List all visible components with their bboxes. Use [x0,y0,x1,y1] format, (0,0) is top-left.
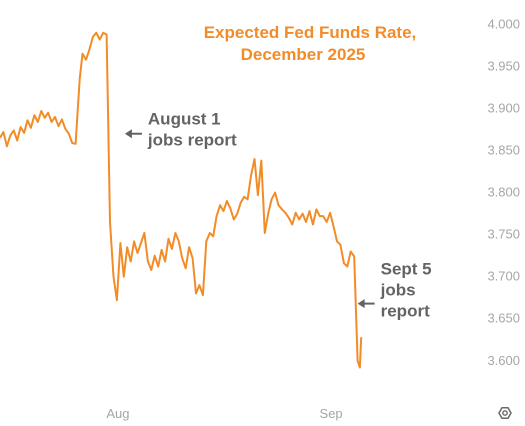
chart-title: Expected Fed Funds Rate, December 2025 [204,23,417,64]
x-tick-label: Aug [106,406,129,421]
annotation-text-line: Sept 5 [381,260,432,279]
annotation-text-line: August 1 [148,110,221,129]
y-axis-ticks: 3.600 3.650 3.700 3.750 3.800 3.850 3.900 3.950… [487,16,520,367]
annotation-arrowhead [357,299,365,309]
annotation-arrowhead [124,129,132,139]
annotation-text-line: jobs report [147,131,237,150]
y-tick-label: 3.800 [487,185,520,200]
series-group [0,31,363,369]
annotation: Sept 5 jobs report [357,260,432,321]
annotation-text-line: report [381,302,430,321]
annotation-text-line: jobs [380,281,416,300]
gear-icon[interactable] [498,407,512,419]
y-tick-label: 4.000 [487,16,520,31]
series-line [0,31,363,369]
y-tick-label: 3.650 [487,311,520,326]
y-tick-label: 3.600 [487,353,520,368]
y-tick-label: 3.900 [487,101,520,116]
y-tick-label: 3.700 [487,269,520,284]
x-tick-label: Sep [320,406,343,421]
x-axis-ticks: Aug Sep [106,406,342,421]
y-tick-label: 3.750 [487,227,520,242]
y-tick-label: 3.850 [487,143,520,158]
chart-title-line-2: December 2025 [241,45,366,64]
annotations-group: August 1 jobs report Sept 5 jobs report [124,110,432,321]
annotation: August 1 jobs report [124,110,237,150]
chart-title-line-1: Expected Fed Funds Rate, [204,23,417,42]
y-tick-label: 3.950 [487,58,520,73]
